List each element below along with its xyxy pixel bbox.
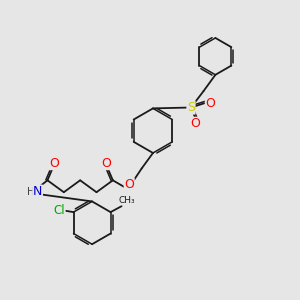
Text: O: O	[49, 157, 59, 169]
Text: O: O	[190, 117, 200, 130]
Text: O: O	[101, 157, 111, 169]
Text: S: S	[187, 101, 195, 114]
Text: O: O	[206, 97, 215, 110]
Text: H: H	[27, 187, 35, 197]
Text: CH₃: CH₃	[118, 196, 135, 205]
Text: Cl: Cl	[53, 204, 65, 217]
Text: O: O	[124, 178, 134, 191]
Text: N: N	[33, 185, 42, 198]
